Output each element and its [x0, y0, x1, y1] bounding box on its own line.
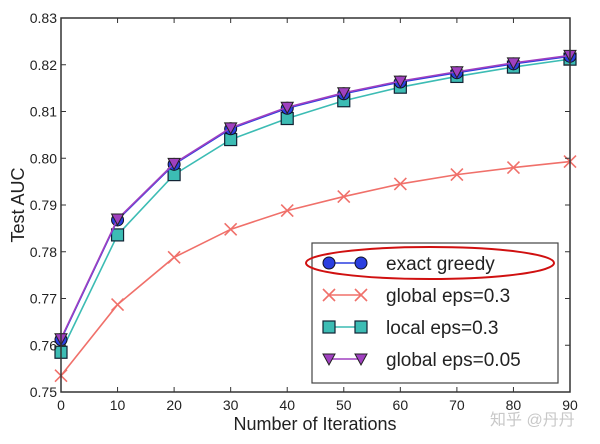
x-tick-label: 10 [110, 397, 126, 413]
data-point [336, 87, 351, 100]
data-point [337, 190, 351, 204]
series-line-2 [60, 58, 571, 353]
y-tick-label: 0.78 [30, 244, 57, 260]
data-point [110, 228, 125, 242]
x-tick-label: 80 [506, 397, 522, 413]
y-axis-label: Test AUC [8, 167, 28, 242]
x-tick-label: 70 [449, 397, 465, 413]
legend-marker [322, 256, 336, 270]
y-tick-label: 0.76 [30, 337, 57, 353]
data-point [167, 250, 181, 264]
legend-marker [354, 256, 368, 270]
data-point [506, 57, 521, 70]
data-point [393, 177, 407, 191]
y-tick-label: 0.75 [30, 384, 57, 400]
data-point [110, 213, 125, 227]
legend-marker [354, 288, 368, 302]
legend-entry-0: exact greedy [386, 254, 495, 275]
series-line-3 [60, 54, 571, 340]
data-point [280, 101, 295, 115]
data-point [450, 66, 464, 79]
annotation-ellipse [305, 246, 555, 280]
y-tick-label: 0.82 [30, 57, 57, 73]
data-point [110, 298, 125, 312]
legend: exact greedy global eps=0.3 local eps=0.3 g… [311, 242, 559, 384]
y-tick-label: 0.80 [30, 150, 57, 166]
x-tick-label: 60 [393, 397, 409, 413]
y-tick-label: 0.79 [30, 197, 57, 213]
x-tick-label: 30 [223, 397, 239, 413]
legend-entry-3: global eps=0.05 [386, 350, 521, 371]
data-point [224, 132, 238, 147]
data-point [393, 75, 408, 89]
x-tick-label: 50 [336, 397, 352, 413]
data-point [223, 122, 238, 135]
x-tick-label: 20 [166, 397, 182, 413]
legend-marker [354, 353, 368, 367]
x-tick-label: 90 [562, 397, 578, 413]
y-tick-label: 0.77 [30, 291, 57, 307]
data-point [506, 161, 521, 175]
legend-marker [322, 320, 336, 334]
y-tick-label: 0.83 [30, 10, 57, 26]
data-point [450, 168, 464, 182]
data-point [167, 157, 181, 171]
legend-entry-1: global eps=0.3 [386, 286, 510, 307]
data-point [280, 204, 294, 218]
legend-marker [322, 288, 336, 302]
legend-marker [322, 353, 336, 367]
legend-entry-2: local eps=0.3 [386, 318, 499, 339]
y-tick-label: 0.81 [30, 104, 57, 120]
series-line-1 [60, 160, 571, 377]
watermark: 知乎 @丹丹 [490, 411, 575, 429]
x-tick-label: 40 [279, 397, 295, 413]
data-point [224, 222, 238, 236]
x-tick-label: 0 [57, 397, 65, 413]
legend-marker [354, 320, 368, 334]
x-axis-label: Number of Iterations [233, 414, 396, 434]
